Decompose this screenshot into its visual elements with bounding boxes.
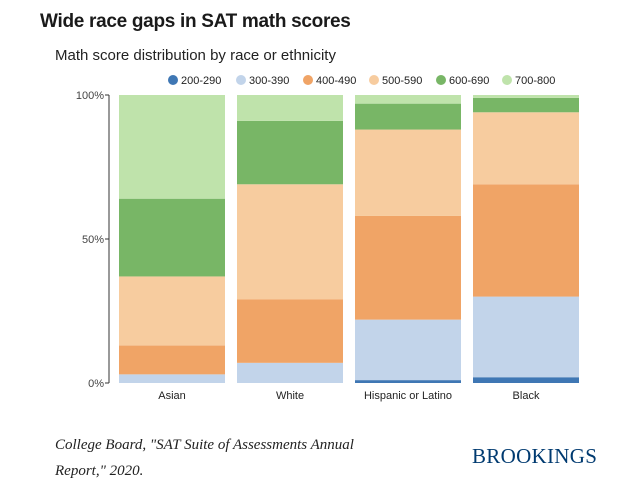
bar-segment-400-490 [473,184,579,297]
legend: 200-290 300-390 400-490 500-590 600-690 700-8… [168,75,555,87]
legend-item-500-590: 500-590 [369,75,422,87]
source-note: College Board, "SAT Suite of Assessments… [55,432,354,484]
legend-item-300-390: 300-390 [236,75,289,87]
bar-segment-600-690 [355,103,461,130]
category-label: Hispanic or Latino [364,390,452,402]
category-label: White [276,390,304,402]
bar-segment-700-800 [119,95,225,199]
legend-swatch [436,75,446,85]
y-tick-label: 50% [82,234,104,246]
category-label: Black [513,390,540,402]
bar-segment-400-490 [355,215,461,320]
legend-item-700-800: 700-800 [502,75,555,87]
bar-segment-300-390 [473,296,579,378]
bar-stack-black [473,95,579,383]
legend-item-600-690: 600-690 [436,75,489,87]
bar-segment-700-800 [237,95,343,121]
legend-swatch [168,75,178,85]
brookings-logo: BROOKINGS [472,444,598,468]
legend-swatch [303,75,313,85]
bar-segment-300-390 [237,362,343,383]
legend-swatch [236,75,246,85]
bar-segment-300-390 [119,374,225,383]
bar-segment-700-800 [355,95,461,104]
bar-stack-hispanic-or-latino [355,95,461,383]
legend-label: 400-490 [316,75,356,87]
y-axis: 0% 50% 100% [76,90,110,390]
bar-segment-200-290 [355,380,461,383]
bar-segment-500-590 [237,184,343,300]
legend-item-200-290: 200-290 [168,75,221,87]
legend-swatch [502,75,512,85]
legend-label: 300-390 [249,75,289,87]
legend-label: 500-590 [382,75,422,87]
stacked-bar-chart: 200-290 300-390 400-490 500-590 600-690 700-8… [76,75,579,402]
bar-segment-200-290 [473,377,579,383]
bar-segment-600-690 [119,198,225,277]
bar-segment-500-590 [473,112,579,185]
legend-label: 200-290 [181,75,221,87]
x-axis-labels: Asian White Hispanic or Latino Black [158,390,540,402]
bar-segment-500-590 [119,276,225,346]
bars-group [119,95,579,383]
bar-segment-600-690 [237,120,343,185]
bar-segment-400-490 [237,299,343,363]
bar-segment-300-390 [355,319,461,381]
bar-stack-asian [119,95,225,383]
source-line-1: College Board, "SAT Suite of Assessments… [55,437,354,453]
bar-stack-white [237,95,343,383]
legend-item-400-490: 400-490 [303,75,356,87]
bar-segment-600-690 [473,97,579,113]
chart-title: Wide race gaps in SAT math scores [40,11,351,32]
bar-segment-400-490 [119,345,225,375]
chart-subtitle: Math score distribution by race or ethni… [55,47,336,64]
y-tick-label: 0% [88,378,104,390]
bar-segment-700-800 [473,95,579,98]
category-label: Asian [158,390,186,402]
bar-segment-500-590 [355,129,461,216]
source-line-2: Report," 2020. [55,463,144,479]
legend-label: 700-800 [515,75,555,87]
legend-label: 600-690 [449,75,489,87]
y-tick-label: 100% [76,90,104,102]
legend-swatch [369,75,379,85]
